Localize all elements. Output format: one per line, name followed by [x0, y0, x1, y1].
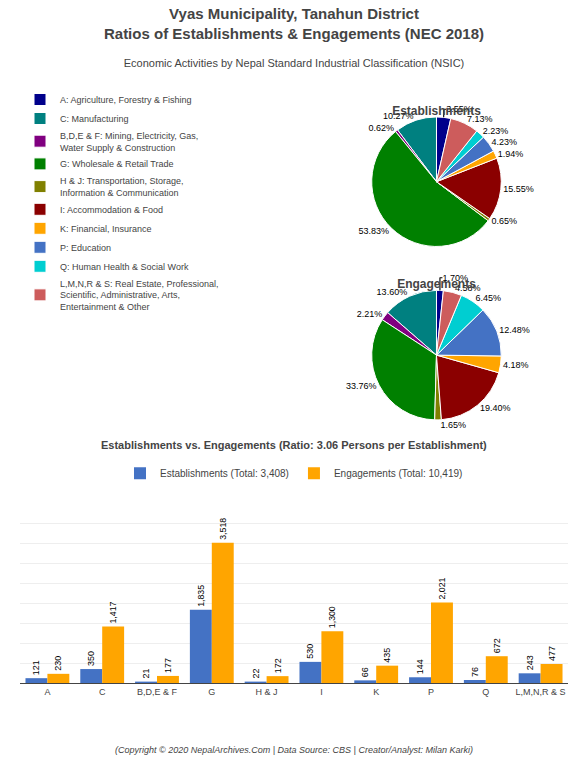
- svg-text:1.94%: 1.94%: [498, 149, 524, 159]
- svg-text:4.58%: 4.58%: [455, 283, 481, 293]
- svg-text:10.27%: 10.27%: [383, 111, 414, 121]
- svg-text:I: I: [320, 687, 323, 697]
- svg-text:144: 144: [415, 659, 425, 674]
- svg-text:76: 76: [470, 667, 480, 677]
- svg-text:Engagements (Total: 10,419): Engagements (Total: 10,419): [334, 468, 462, 479]
- svg-text:A: Agriculture, Forestry & Fis: A: Agriculture, Forestry & Fishing: [60, 95, 192, 105]
- svg-text:1.65%: 1.65%: [441, 420, 467, 430]
- svg-text:Q: Q: [482, 687, 489, 697]
- svg-text:I: Accommodation & Food: I: Accommodation & Food: [60, 205, 163, 215]
- svg-text:C: C: [99, 687, 106, 697]
- svg-text:33.76%: 33.76%: [346, 381, 377, 391]
- svg-text:350: 350: [86, 651, 96, 666]
- svg-text:(Copyright © 2020 NepalArchive: (Copyright © 2020 NepalArchives.Com | Da…: [115, 745, 473, 755]
- svg-text:530: 530: [305, 644, 315, 659]
- svg-text:Establishments vs. Engagements: Establishments vs. Engagements (Ratio: 3…: [101, 439, 487, 451]
- svg-text:Q: Human Health & Social Work: Q: Human Health & Social Work: [60, 262, 189, 272]
- svg-text:1,835: 1,835: [196, 585, 206, 607]
- svg-text:2,021: 2,021: [437, 577, 447, 599]
- svg-text:172: 172: [273, 658, 283, 673]
- svg-text:15.55%: 15.55%: [503, 184, 534, 194]
- svg-text:Establishments (Total: 3,408): Establishments (Total: 3,408): [160, 468, 289, 479]
- svg-text:2.23%: 2.23%: [483, 126, 509, 136]
- svg-text:435: 435: [382, 648, 392, 663]
- svg-text:177: 177: [163, 658, 173, 673]
- svg-text:3,518: 3,518: [218, 518, 228, 540]
- svg-text:3.55%: 3.55%: [446, 104, 472, 114]
- svg-text:P: Education: P: Education: [60, 243, 111, 253]
- svg-text:22: 22: [251, 669, 261, 679]
- svg-text:13.60%: 13.60%: [377, 287, 408, 297]
- svg-text:0.62%: 0.62%: [369, 123, 395, 133]
- svg-text:6.45%: 6.45%: [475, 293, 501, 303]
- svg-text:12.48%: 12.48%: [499, 325, 530, 335]
- svg-text:4.23%: 4.23%: [491, 137, 517, 147]
- svg-text:672: 672: [492, 638, 502, 653]
- svg-text:G: G: [208, 687, 215, 697]
- svg-text:L,M,N,R & S: L,M,N,R & S: [516, 687, 566, 697]
- svg-text:19.40%: 19.40%: [480, 403, 511, 413]
- svg-text:243: 243: [525, 655, 535, 670]
- svg-text:P: P: [428, 687, 434, 697]
- svg-text:1.70%: 1.70%: [442, 273, 468, 283]
- svg-text:7.13%: 7.13%: [467, 114, 493, 124]
- svg-text:Engagements: Engagements: [397, 277, 476, 291]
- svg-text:1,417: 1,417: [108, 601, 118, 623]
- svg-text:B,D,E & F: B,D,E & F: [137, 687, 178, 697]
- svg-text:230: 230: [53, 656, 63, 671]
- svg-text:Economic Activities by Nepal S: Economic Activities by Nepal Standard In…: [124, 57, 465, 69]
- svg-text:2.21%: 2.21%: [357, 309, 383, 319]
- svg-text:121: 121: [31, 660, 41, 675]
- svg-text:A: A: [44, 687, 50, 697]
- svg-text:Vyas Municipality, Tanahun Dis: Vyas Municipality, Tanahun DistrictRatio…: [104, 5, 484, 42]
- svg-text:4.18%: 4.18%: [503, 360, 529, 370]
- svg-text:1,300: 1,300: [327, 606, 337, 628]
- svg-text:B,D,E & F: Mining, Electricity: B,D,E & F: Mining, Electricity, Gas,Wate…: [60, 131, 198, 153]
- svg-text:21: 21: [141, 669, 151, 679]
- svg-text:G: Wholesale & Retail Trade: G: Wholesale & Retail Trade: [60, 159, 174, 169]
- svg-text:K: K: [373, 687, 379, 697]
- svg-text:H & J: H & J: [256, 687, 278, 697]
- svg-text:L,M,N,R & S: Real Estate, Prof: L,M,N,R & S: Real Estate, Professional,S…: [60, 279, 219, 312]
- svg-text:C: Manufacturing: C: Manufacturing: [60, 114, 129, 124]
- svg-text:66: 66: [360, 667, 370, 677]
- svg-text:0.65%: 0.65%: [491, 216, 517, 226]
- svg-text:477: 477: [547, 646, 557, 661]
- svg-text:Establishments: Establishments: [392, 104, 481, 118]
- svg-text:H & J: Transportation, Storage: H & J: Transportation, Storage,Informati…: [60, 176, 184, 198]
- svg-text:K: Financial, Insurance: K: Financial, Insurance: [60, 224, 152, 234]
- svg-text:53.83%: 53.83%: [359, 226, 390, 236]
